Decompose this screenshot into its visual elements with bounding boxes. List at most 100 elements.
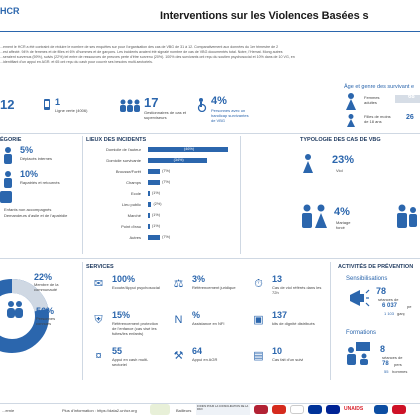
lieux-bar	[148, 158, 208, 163]
donut-chart	[0, 279, 49, 353]
woman-icon	[346, 93, 356, 110]
page-title: Interventions sur les Violences Basées s	[160, 10, 369, 22]
service-label: Référencement protection de l'enfance (c…	[112, 321, 159, 336]
service-item: ▣ 137 kits de dignité distribués	[246, 310, 324, 344]
lieux-label: Champs	[126, 180, 141, 185]
couple-icon	[302, 204, 327, 228]
categorie-panel: 5% Déplacés internes 10% Rapatriés et re…	[0, 145, 80, 257]
typologie-panel: 23% Viol 4% Mariage forcé	[300, 150, 420, 250]
book-icon: ▤	[253, 350, 264, 362]
person-icon	[397, 204, 417, 228]
unaids-logo: UNAIDS	[344, 406, 364, 412]
lieux-label: Lieu public	[121, 202, 141, 207]
lieux-row: Domicile de l'auteur (46%)	[86, 146, 228, 154]
age-gender-heading: Âge et genre des survivant e	[344, 84, 415, 90]
column-divider	[240, 136, 241, 254]
sensibilisations-label: Sensibilisations	[346, 276, 388, 282]
lieux-value: (1%)	[152, 224, 161, 228]
kpi-label: Personnes avec un handicap survivantes d…	[211, 108, 249, 123]
prevention-heading: ACTIVITÉS DE PRÉVENTION	[338, 264, 414, 270]
categorie-value: 5%	[20, 145, 34, 155]
service-value: 3%	[192, 274, 206, 284]
flag-other	[392, 405, 406, 414]
service-label: Ecoute/Appui psychosocial	[112, 285, 160, 290]
clock-icon: ⏱	[254, 278, 263, 290]
typologie-value: 23%	[332, 154, 355, 166]
disability-icon	[197, 98, 207, 112]
lieux-row: Brousse/Forêt (7%)	[86, 168, 206, 176]
megaphone-icon	[350, 289, 370, 307]
age-bar	[395, 95, 420, 103]
auteurs-panel: 22% Membre de la communauté 56% Personne…	[0, 262, 82, 382]
form-men-unit: hommes	[392, 369, 408, 374]
service-item: ▤ 10 Cas fait d'un suivi	[246, 346, 324, 380]
kpi-value: 17	[144, 95, 159, 110]
lieux-row: Domicile survivante (34%)	[86, 157, 208, 165]
form-value: 8	[380, 344, 386, 354]
footer-link[interactable]: Plus d'information : https://data2.unhcr…	[62, 408, 137, 413]
lieux-value: (1%)	[152, 191, 161, 195]
kpi-value: 1	[55, 97, 61, 107]
lieux-label: Brousse/Forêt	[115, 169, 141, 174]
partner-logo: FONDS POUR LA CONSOLIDATION DE LA PAIX	[196, 404, 250, 415]
donut-top-label: Membre de la communauté	[34, 282, 59, 292]
sens-detail: séances de	[378, 297, 399, 302]
donut-top-value: 22%	[34, 272, 53, 282]
lieux-row: Marché (1%)	[86, 212, 206, 220]
service-item: ⚖ 3% Référencement juridique	[166, 274, 244, 308]
kpi-label: Ligne verte (4006)	[55, 108, 88, 113]
footer-left: ...ernie	[2, 408, 15, 413]
lieux-chart: Domicile de l'auteur (46%) Domicile surviv…	[86, 146, 276, 256]
lieux-row: Autres (7%)	[86, 234, 206, 242]
lieux-bar	[148, 235, 161, 240]
phone-icon	[44, 99, 50, 110]
kpi-label: Gestionnaires de cas et superviseurs	[144, 110, 187, 120]
form-detail: séances de	[382, 355, 403, 360]
flag-france	[326, 405, 340, 414]
service-item: ✉ 100% Ecoute/Appui psychosocial	[86, 274, 164, 308]
donut-bottom-value: 56%	[36, 306, 55, 316]
age-row-label: Femmes adultes	[364, 95, 380, 105]
age-row-label: Filles de moins de 18 ans	[364, 114, 391, 124]
header-divider	[0, 31, 420, 32]
services-heading: SERVICES	[86, 264, 114, 270]
categorie-value: 10%	[20, 169, 39, 179]
typologie-label: Viol	[336, 168, 343, 173]
column-divider	[330, 262, 331, 380]
form-men: 55	[384, 369, 389, 374]
lieux-value: (7%)	[162, 235, 171, 239]
categorie-label: Demandeurs d'asile et de l'apatridie	[4, 213, 68, 218]
flag-japan	[290, 405, 304, 414]
service-label: Référencement juridique	[192, 285, 236, 290]
lieux-row: Ecole (1%)	[86, 190, 206, 198]
service-label: Appui en AGR	[192, 357, 218, 362]
nfi-icon: N	[174, 314, 183, 326]
lieux-label: Point d'eau	[121, 224, 141, 229]
service-value: 100%	[112, 274, 136, 284]
lieux-bar	[148, 169, 161, 174]
formations-label: Formations	[346, 330, 377, 336]
column-divider	[82, 136, 83, 254]
shield-icon: ⛨	[94, 314, 103, 326]
typologie-heading: TYPOLOGIE DES CAS DE VBG	[300, 137, 381, 143]
typologie-value: 4%	[334, 206, 350, 218]
typologie-label: Mariage forcé	[336, 220, 351, 230]
section-divider	[0, 133, 420, 134]
kpi-value: 4%	[211, 95, 227, 107]
section-divider	[0, 258, 420, 259]
lieux-heading: LIEUX DES INCIDENTS	[86, 137, 147, 143]
lieux-bar	[148, 180, 161, 185]
service-label: Assistance en NFI	[192, 321, 225, 326]
form-participants-unit: pers	[394, 362, 402, 367]
donut-bottom-label: Personnes connues	[36, 316, 56, 326]
lieux-bar	[148, 147, 228, 152]
lieux-label: Marché	[127, 213, 141, 218]
gavel-icon: ⚖	[173, 278, 184, 290]
kpi-value: 12	[0, 97, 15, 112]
donor-flags: UNAIDS	[254, 405, 414, 415]
form-participants: 78	[382, 361, 389, 367]
sens-boys: 1 103	[384, 311, 395, 316]
age-row-value: 68	[408, 94, 415, 100]
categorie-label: Déplacés internes	[20, 156, 53, 161]
service-label: kits de dignité distribués	[272, 321, 315, 326]
